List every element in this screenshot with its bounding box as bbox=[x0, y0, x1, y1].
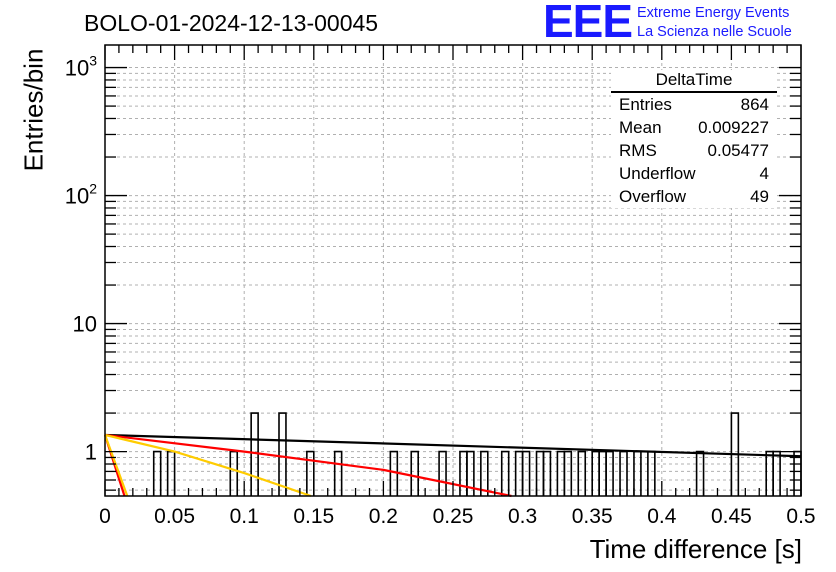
histogram-bar bbox=[772, 450, 781, 496]
histogram-bar bbox=[229, 450, 239, 496]
y-tick-label: 10 bbox=[73, 312, 97, 337]
histogram-bar bbox=[521, 450, 531, 496]
histogram-bar bbox=[480, 450, 489, 496]
x-tick-label: 0 bbox=[99, 505, 111, 528]
eee-logo: EEE bbox=[543, 0, 633, 47]
histogram-bar bbox=[605, 450, 614, 496]
histogram-bar bbox=[166, 450, 176, 496]
histogram-bins bbox=[152, 412, 802, 496]
histogram-bar bbox=[598, 450, 607, 496]
fit-lines bbox=[103, 433, 802, 498]
grid bbox=[105, 45, 801, 496]
histogram-bar bbox=[514, 450, 524, 496]
histogram-bar bbox=[633, 450, 642, 496]
x-tick-label: 0.3 bbox=[508, 505, 537, 528]
histogram-bar bbox=[459, 450, 468, 496]
stats-row-overflow: Overflow 49 bbox=[619, 187, 769, 206]
x-tick-label: 0.05 bbox=[154, 505, 195, 528]
histogram-bar bbox=[410, 450, 419, 496]
x-axis-label: Time difference [s] bbox=[589, 534, 802, 564]
x-tick-label: 0.45 bbox=[711, 505, 752, 528]
eee-logo-line2: La Scienza nelle Scuole bbox=[637, 24, 792, 40]
histogram-bar bbox=[466, 450, 475, 496]
stats-box-title: DeltaTime bbox=[611, 70, 777, 93]
fit-line bbox=[103, 434, 129, 497]
histogram-bar bbox=[152, 450, 162, 496]
histogram-bar bbox=[500, 450, 510, 496]
histogram-bar bbox=[695, 450, 705, 496]
y-tick-label: 103 bbox=[65, 53, 97, 81]
x-tick-label: 0.25 bbox=[433, 505, 474, 528]
histogram-bar bbox=[333, 450, 343, 496]
fit-line bbox=[104, 433, 312, 498]
histogram-bar bbox=[306, 450, 315, 496]
histogram-bar bbox=[619, 450, 628, 496]
stats-row-rms: RMS 0.05477 bbox=[619, 141, 769, 160]
x-tick-label: 0.5 bbox=[786, 505, 815, 528]
x-tick-label: 0.1 bbox=[230, 505, 259, 528]
stats-row-entries: Entries 864 bbox=[619, 95, 769, 114]
histogram-bar bbox=[535, 450, 545, 496]
histogram-bar bbox=[278, 412, 287, 496]
histogram-bar bbox=[542, 450, 552, 496]
eee-logo-line1: Extreme Energy Events bbox=[637, 5, 790, 21]
histogram-bar bbox=[577, 450, 587, 496]
y-tick-label: 102 bbox=[65, 181, 97, 209]
x-tick-label: 0.35 bbox=[572, 505, 613, 528]
stats-box: DeltaTime Entries 864 Mean 0.009227 RMS 0.0… bbox=[611, 70, 777, 208]
histogram-bar bbox=[438, 450, 447, 496]
histogram-bar bbox=[389, 450, 399, 496]
run-title: BOLO-01-2024-12-13-00045 bbox=[84, 10, 379, 36]
y-tick-label: 1 bbox=[85, 440, 97, 465]
x-tick-label: 0.2 bbox=[369, 505, 398, 528]
histogram-bar bbox=[647, 450, 656, 496]
histogram-bar bbox=[556, 450, 566, 496]
histogram-bar bbox=[591, 450, 600, 496]
y-axis-label: Entries/bin bbox=[18, 48, 49, 172]
x-tick-label: 0.4 bbox=[647, 505, 677, 528]
histogram-bar bbox=[793, 450, 802, 496]
stats-row-underflow: Underflow 4 bbox=[619, 164, 769, 183]
y-tick-labels: 1 10 102 103 bbox=[65, 53, 97, 465]
x-tick-label: 0.15 bbox=[293, 505, 334, 528]
histogram-bar bbox=[250, 412, 259, 496]
fit-line bbox=[104, 433, 512, 498]
histogram-bar bbox=[765, 450, 774, 496]
x-tick-labels: 0 0.05 0.1 0.15 0.2 0.25 0.3 0.35 0.4 0.45 0.5 bbox=[99, 505, 815, 528]
stats-row-mean: Mean 0.009227 bbox=[619, 118, 769, 137]
histogram-bar bbox=[563, 450, 573, 496]
fit-line bbox=[104, 433, 802, 458]
eee-logo-text: Extreme Energy Events La Scienza nelle S… bbox=[637, 4, 792, 42]
axis-ticks bbox=[104, 45, 802, 496]
